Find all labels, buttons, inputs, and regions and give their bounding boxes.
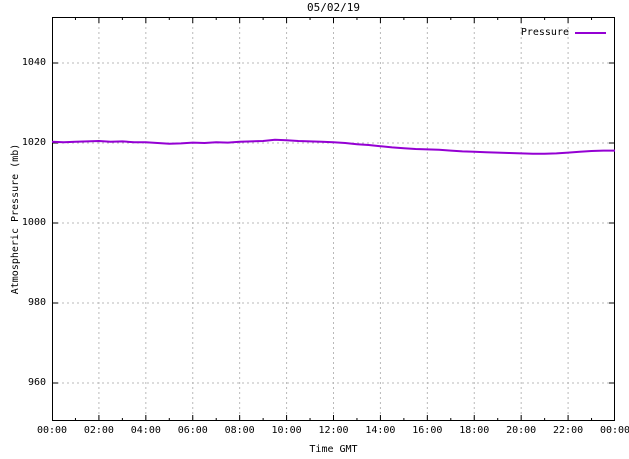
- y-tick-label: 980: [27, 297, 46, 308]
- y-tick-label: 960: [27, 377, 46, 388]
- x-axis-label: Time GMT: [309, 444, 358, 455]
- x-tick-label: 00:00: [36, 425, 68, 436]
- legend-line-swatch: [575, 32, 606, 34]
- plot-svg: [52, 17, 615, 421]
- plot-border: [52, 17, 615, 421]
- plot-area: [52, 17, 615, 421]
- x-tick-label: 20:00: [506, 425, 537, 436]
- x-tick-label: 00:00: [599, 425, 629, 436]
- y-tick-label: 1020: [21, 137, 46, 148]
- x-tick-label: 10:00: [271, 425, 302, 436]
- x-tick-label: 02:00: [83, 425, 114, 436]
- pressure-line: [52, 138, 615, 155]
- y-tick-label: 1040: [21, 57, 46, 68]
- legend-label: Pressure: [520, 27, 569, 38]
- x-tick-label: 12:00: [318, 425, 349, 436]
- x-tick-label: 22:00: [553, 425, 584, 436]
- x-tick-label: 08:00: [224, 425, 255, 436]
- x-tick-label: 04:00: [130, 425, 161, 436]
- chart-title: 05/02/19: [307, 1, 360, 14]
- x-tick-label: 14:00: [365, 425, 396, 436]
- y-tick-label: 1000: [21, 217, 46, 228]
- x-tick-label: 16:00: [412, 425, 443, 436]
- x-tick-label: 06:00: [177, 425, 208, 436]
- x-tick-label: 18:00: [459, 425, 490, 436]
